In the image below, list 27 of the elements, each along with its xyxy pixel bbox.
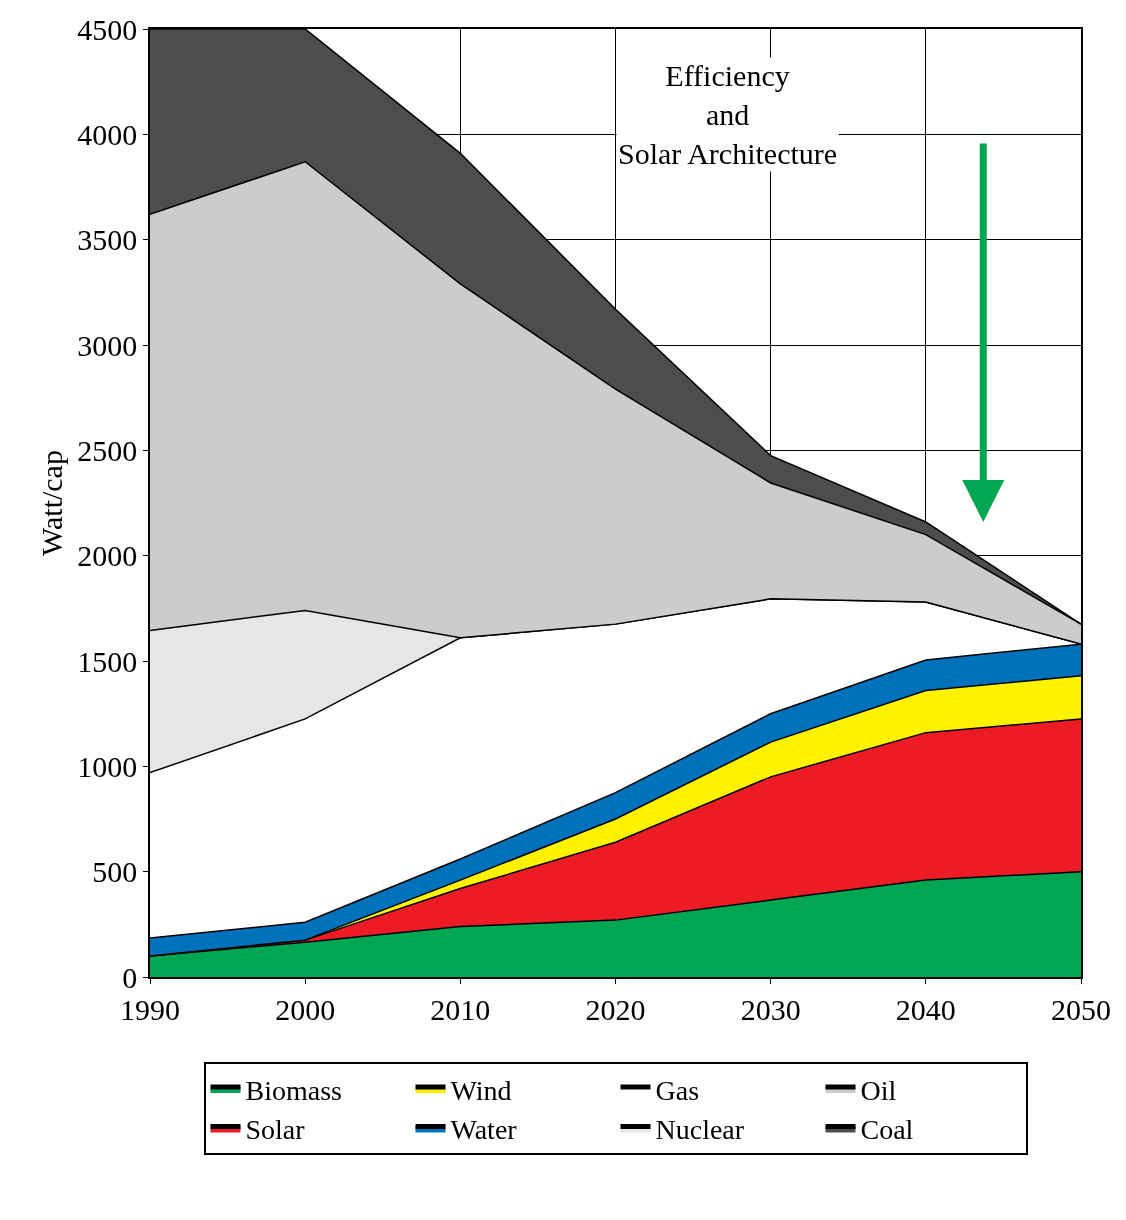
legend-label: Coal	[860, 1114, 914, 1146]
y-tick-label: 3500	[77, 223, 138, 257]
legend-label: Wind	[450, 1074, 512, 1106]
x-tick-label: 2000	[275, 992, 336, 1026]
y-tick-label: 0	[122, 960, 138, 994]
x-tick-label: 2030	[740, 992, 801, 1026]
x-tick-label: 2050	[1051, 992, 1111, 1026]
x-tick-label: 2010	[430, 992, 491, 1026]
x-tick-label: 2020	[585, 992, 646, 1026]
x-tick-label: 1990	[120, 992, 180, 1026]
x-tick-label: 2040	[895, 992, 956, 1026]
y-tick-label: 4500	[77, 12, 138, 46]
legend-label: Nuclear	[655, 1114, 745, 1146]
legend-label: Oil	[860, 1074, 897, 1106]
legend-label: Biomass	[245, 1074, 342, 1106]
legend-label: Gas	[655, 1074, 700, 1106]
legend-label: Solar	[245, 1114, 306, 1146]
legend-label: Water	[450, 1114, 518, 1146]
annotation: Efficiency and Solar Architecture	[618, 59, 838, 170]
y-tick-label: 1000	[77, 749, 138, 783]
y-axis-title: Watt/cap	[34, 450, 68, 556]
y-tick-label: 500	[92, 855, 138, 889]
y-tick-label: 1500	[77, 644, 138, 678]
y-tick-label: 2500	[77, 433, 138, 467]
y-tick-label: 3000	[77, 328, 138, 362]
y-tick-label: 4000	[77, 117, 138, 151]
y-tick-label: 2000	[77, 539, 138, 573]
